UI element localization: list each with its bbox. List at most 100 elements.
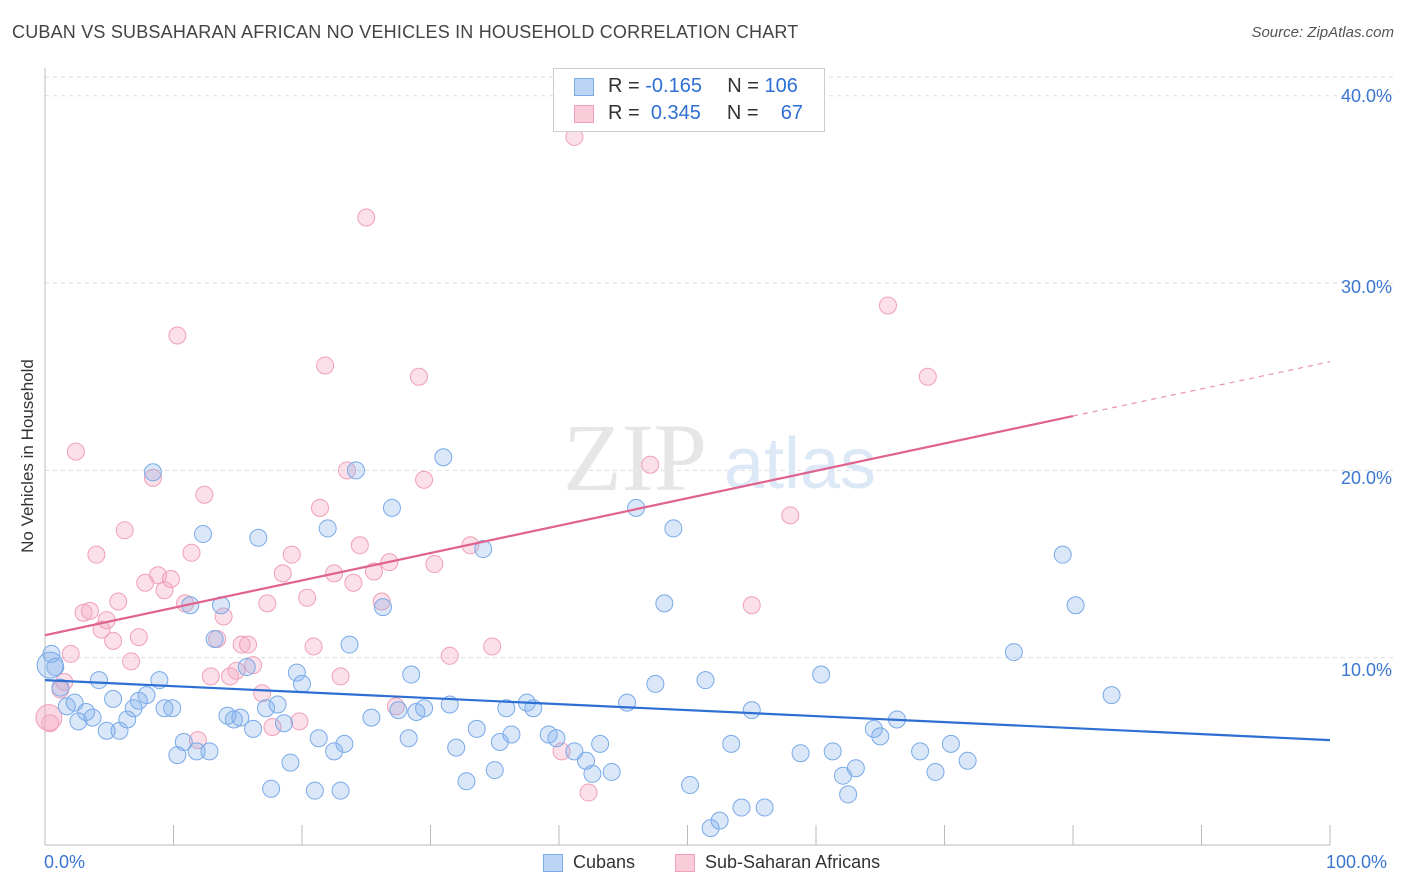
- data-point-subsaharan: [331, 667, 350, 686]
- data-point-subsaharan: [282, 545, 301, 564]
- data-point-subsaharan: [372, 592, 391, 611]
- data-point-cubans: [104, 689, 123, 708]
- data-point-subsaharan: [143, 468, 162, 487]
- trend-line-subsaharan-extension: [1072, 361, 1331, 417]
- data-point-subsaharan: [918, 367, 937, 386]
- data-point-cubans: [187, 742, 206, 761]
- data-point-subsaharan: [227, 661, 246, 680]
- data-point-cubans: [389, 701, 408, 720]
- data-point-subsaharan: [364, 562, 383, 581]
- series-subsaharan-points: [35, 127, 937, 802]
- data-point-subsaharan: [104, 631, 123, 650]
- data-point-cubans: [268, 695, 287, 714]
- legend-swatch-pink: [574, 104, 594, 123]
- data-point-cubans: [205, 629, 224, 648]
- watermark: ZIP atlas: [563, 404, 876, 511]
- data-point-cubans: [839, 785, 858, 804]
- data-point-cubans: [382, 498, 401, 517]
- data-point-subsaharan: [244, 656, 263, 675]
- x-tick-label-max: 100.0%: [1326, 852, 1388, 872]
- data-point-cubans: [457, 772, 476, 791]
- data-point-subsaharan: [155, 581, 174, 600]
- legend-n-label: N =: [727, 75, 759, 97]
- data-point-cubans: [864, 719, 883, 738]
- data-point-subsaharan: [641, 455, 660, 474]
- data-point-cubans: [602, 762, 621, 781]
- data-point-cubans: [163, 699, 182, 718]
- data-point-subsaharan: [214, 607, 233, 626]
- data-point-cubans: [168, 746, 187, 765]
- trend-line-subsaharan: [44, 414, 1074, 637]
- series-cubans-points: [36, 448, 1121, 838]
- data-point-subsaharan: [258, 594, 277, 613]
- data-point-subsaharan: [316, 356, 335, 375]
- data-point-cubans: [474, 540, 493, 559]
- data-point-cubans: [46, 658, 65, 677]
- source-label: Source: ZipAtlas.com: [1251, 24, 1394, 41]
- data-point-subsaharan: [239, 635, 258, 654]
- data-point-cubans: [335, 734, 354, 753]
- data-point-subsaharan: [350, 536, 369, 555]
- data-point-cubans: [249, 528, 268, 547]
- data-point-subsaharan: [415, 470, 434, 489]
- data-point-subsaharan: [109, 592, 128, 611]
- data-point-cubans: [871, 727, 890, 746]
- data-point-cubans: [696, 671, 715, 690]
- data-point-cubans: [373, 598, 392, 617]
- legend-r-label: R =: [608, 102, 640, 124]
- data-point-cubans: [812, 665, 831, 684]
- data-point-cubans: [701, 819, 720, 838]
- data-point-cubans: [646, 674, 665, 693]
- grid-lines: [45, 76, 1395, 659]
- data-point-subsaharan: [357, 208, 376, 227]
- legend-n-label: N =: [726, 102, 759, 124]
- data-point-cubans: [69, 712, 88, 731]
- data-point-subsaharan: [878, 296, 897, 315]
- data-point-subsaharan: [310, 498, 329, 517]
- data-point-cubans: [293, 674, 311, 693]
- data-point-cubans: [137, 686, 156, 705]
- data-point-cubans: [415, 699, 434, 718]
- data-point-cubans: [325, 742, 344, 761]
- data-point-cubans: [655, 594, 674, 613]
- data-point-subsaharan: [122, 652, 141, 671]
- y-tick-label-20: 20.0%: [1340, 468, 1392, 488]
- data-point-subsaharan: [129, 628, 148, 647]
- data-point-subsaharan: [253, 684, 272, 703]
- data-point-subsaharan: [409, 367, 428, 386]
- data-point-cubans: [287, 663, 306, 682]
- bottom-legend-swatch-pink: [675, 853, 695, 872]
- data-point-cubans: [281, 753, 300, 772]
- legend-r-label: R =: [608, 75, 640, 97]
- data-point-subsaharan: [201, 667, 220, 686]
- data-point-cubans: [318, 519, 337, 538]
- y-tick-label-40: 40.0%: [1340, 86, 1392, 106]
- data-point-subsaharan: [61, 644, 80, 663]
- data-point-subsaharan: [195, 485, 214, 504]
- data-point-cubans: [257, 699, 276, 718]
- data-point-cubans: [399, 729, 418, 748]
- data-point-cubans: [244, 719, 263, 738]
- data-point-cubans: [194, 525, 213, 544]
- data-point-subsaharan: [115, 521, 134, 540]
- data-point-cubans: [576, 751, 595, 770]
- data-point-subsaharan: [579, 783, 598, 802]
- data-point-cubans: [732, 798, 751, 817]
- data-point-cubans: [591, 734, 610, 753]
- data-point-subsaharan: [80, 601, 99, 620]
- data-point-cubans: [502, 725, 521, 744]
- data-point-cubans: [742, 701, 761, 720]
- data-point-cubans: [911, 742, 930, 761]
- data-point-cubans: [497, 699, 516, 718]
- data-point-cubans: [1053, 545, 1072, 564]
- data-point-cubans: [485, 761, 504, 780]
- legend-row-cubans: R = -0.165 N = 106: [574, 75, 798, 98]
- data-point-subsaharan: [87, 545, 106, 564]
- data-point-cubans: [583, 764, 602, 783]
- x-tick-label-min: 0.0%: [44, 852, 86, 872]
- data-point-cubans: [83, 708, 102, 727]
- bottom-legend-cubans: Cubans: [543, 852, 635, 873]
- data-point-subsaharan: [161, 570, 180, 589]
- data-point-cubans: [402, 665, 421, 684]
